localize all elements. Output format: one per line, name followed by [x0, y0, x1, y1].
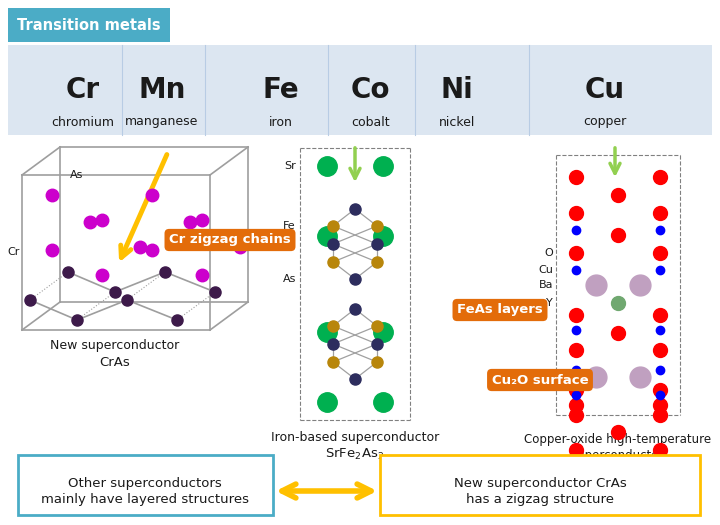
- Text: FeAs layers: FeAs layers: [457, 303, 543, 317]
- Text: New superconductor: New superconductor: [50, 339, 179, 352]
- Text: CrAs: CrAs: [99, 355, 130, 369]
- Text: Fe: Fe: [284, 221, 296, 231]
- Text: nickel: nickel: [439, 116, 475, 129]
- Text: Cu₂O surface: Cu₂O surface: [492, 373, 588, 386]
- Text: Cr: Cr: [66, 76, 100, 104]
- Text: O: O: [544, 248, 553, 258]
- Text: Cr: Cr: [8, 247, 20, 257]
- Text: Co: Co: [351, 76, 390, 104]
- FancyBboxPatch shape: [8, 8, 170, 42]
- Text: Sr: Sr: [284, 161, 296, 171]
- Text: Mn: Mn: [138, 76, 186, 104]
- Text: YBa$_2$Cu$_3$O$_7$: YBa$_2$Cu$_3$O$_7$: [581, 463, 654, 478]
- Text: Other superconductors: Other superconductors: [68, 477, 222, 489]
- Text: chromium: chromium: [51, 116, 114, 129]
- Text: has a zigzag structure: has a zigzag structure: [466, 492, 614, 506]
- Text: As: As: [71, 170, 84, 180]
- Text: Cr zigzag chains: Cr zigzag chains: [169, 234, 291, 247]
- Text: copper: copper: [583, 116, 626, 129]
- Text: mainly have layered structures: mainly have layered structures: [41, 492, 249, 506]
- Text: Transition metals: Transition metals: [17, 17, 161, 33]
- FancyBboxPatch shape: [18, 455, 273, 515]
- Text: Cu: Cu: [538, 265, 553, 275]
- Text: Y: Y: [546, 298, 553, 308]
- Text: cobalt: cobalt: [351, 116, 390, 129]
- Text: Cu: Cu: [585, 76, 625, 104]
- Text: Iron-based superconductor: Iron-based superconductor: [271, 432, 439, 445]
- Text: Ni: Ni: [441, 76, 474, 104]
- Text: SrFe$_2$As$_2$: SrFe$_2$As$_2$: [325, 446, 384, 461]
- Text: Ba: Ba: [539, 280, 553, 290]
- Text: Copper-oxide high-temperature: Copper-oxide high-temperature: [524, 434, 711, 446]
- Text: iron: iron: [269, 116, 293, 129]
- Text: superconductor: superconductor: [572, 448, 664, 461]
- Text: As: As: [283, 274, 296, 284]
- Text: manganese: manganese: [125, 116, 199, 129]
- FancyBboxPatch shape: [380, 455, 700, 515]
- FancyBboxPatch shape: [8, 45, 712, 135]
- Text: New superconductor CrAs: New superconductor CrAs: [454, 477, 626, 489]
- Text: Fe: Fe: [263, 76, 299, 104]
